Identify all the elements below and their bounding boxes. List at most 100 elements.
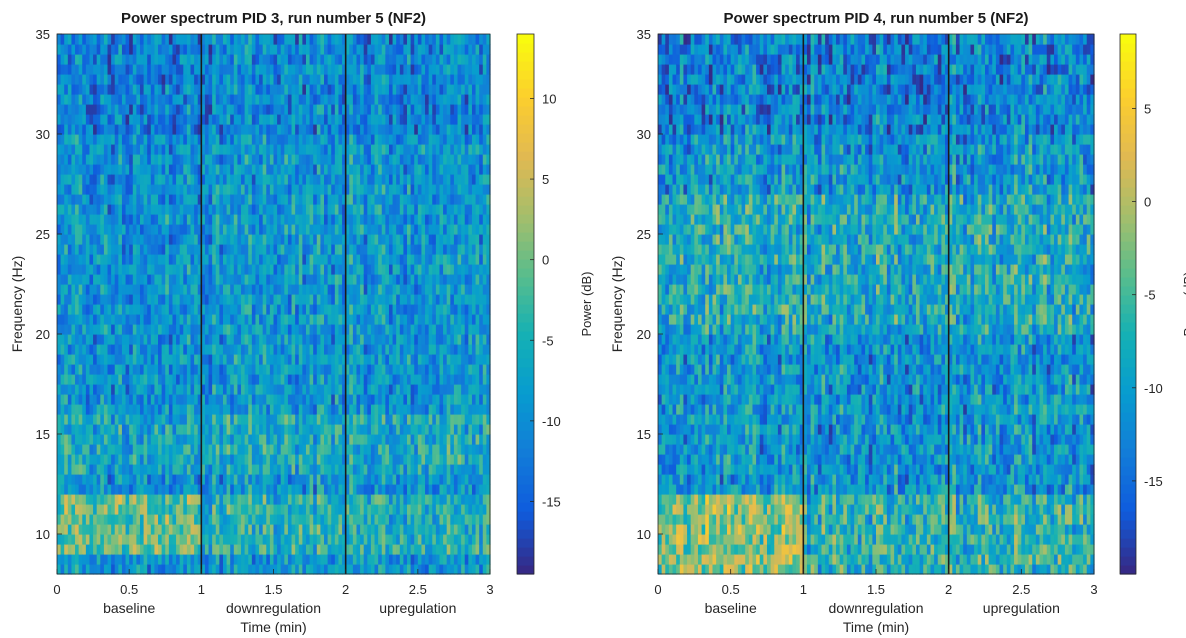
heatmap-cell [266, 564, 271, 575]
heatmap-cell [60, 94, 65, 105]
heatmap-cell [89, 444, 94, 455]
heatmap-cell [114, 564, 119, 575]
heatmap-cell [93, 504, 98, 515]
heatmap-cell [212, 174, 217, 185]
heatmap-cell [262, 344, 267, 355]
heatmap-cell [327, 324, 332, 335]
heatmap-cell [125, 424, 130, 435]
heatmap-cell [78, 364, 83, 375]
heatmap-cell [345, 44, 350, 55]
heatmap-cell [132, 524, 137, 535]
heatmap-cell [89, 304, 94, 315]
heatmap-cell [129, 274, 134, 285]
heatmap-cell [313, 324, 318, 335]
heatmap-cell [118, 34, 123, 45]
heatmap-cell [352, 214, 358, 225]
heatmap-cell [125, 224, 130, 235]
heatmap-cell [269, 274, 275, 285]
heatmap-cell [378, 474, 383, 485]
heatmap-cell [324, 144, 329, 155]
heatmap-cell [118, 524, 123, 535]
heatmap-cell [118, 364, 123, 375]
heatmap-cell [219, 84, 224, 95]
heatmap-cell [262, 384, 267, 395]
heatmap-cell [342, 454, 347, 465]
heatmap-cell [215, 544, 220, 555]
heatmap-cell [385, 234, 390, 245]
heatmap-cell [316, 184, 322, 195]
heatmap-cell [89, 244, 94, 255]
heatmap-cell [352, 424, 358, 435]
heatmap-cell [158, 224, 163, 235]
heatmap-cell [60, 54, 65, 65]
heatmap-cell [67, 484, 73, 495]
heatmap-cell [129, 354, 134, 365]
heatmap-cell [186, 564, 192, 575]
heatmap-cell [82, 544, 87, 555]
heatmap-cell [67, 224, 73, 235]
heatmap-cell [114, 504, 119, 515]
heatmap-cell [197, 254, 202, 265]
heatmap-cell [168, 54, 174, 65]
heatmap-cell [114, 444, 119, 455]
heatmap-cell [125, 84, 130, 95]
heatmap-cell [244, 104, 249, 115]
heatmap-cell [342, 444, 347, 455]
heatmap-cell [367, 74, 372, 85]
heatmap-cell [111, 434, 116, 445]
heatmap-cell [194, 154, 199, 165]
heatmap-cell [334, 144, 340, 155]
heatmap-cell [313, 184, 318, 195]
heatmap-cell [183, 264, 188, 275]
heatmap-cell [327, 314, 332, 325]
heatmap-cell [237, 274, 242, 285]
heatmap-cell [75, 64, 80, 75]
heatmap-cell [331, 404, 336, 415]
heatmap-cell [158, 124, 163, 135]
heatmap-cell [219, 194, 224, 205]
heatmap-cell [356, 414, 361, 425]
heatmap-cell [287, 254, 293, 265]
heatmap-cell [266, 454, 271, 465]
heatmap-cell [194, 204, 199, 215]
heatmap-cell [179, 74, 184, 85]
heatmap-cell [309, 464, 314, 475]
heatmap-cell [60, 314, 65, 325]
heatmap-cell [255, 414, 260, 425]
heatmap-cell [320, 174, 325, 185]
heatmap-cell [378, 84, 383, 95]
heatmap-cell [284, 174, 289, 185]
heatmap-cell [100, 184, 105, 195]
heatmap-cell [179, 234, 184, 245]
heatmap-cell [266, 184, 271, 195]
heatmap-cell [338, 184, 343, 195]
heatmap-cell [111, 564, 116, 575]
heatmap-cell [85, 304, 91, 315]
heatmap-cell [204, 264, 210, 275]
heatmap-cell [233, 254, 239, 265]
heatmap-cell [360, 454, 365, 465]
heatmap-cell [334, 134, 340, 145]
heatmap-cell [298, 144, 303, 155]
heatmap-cell [186, 64, 192, 75]
heatmap-cell [215, 214, 220, 225]
heatmap-cell [385, 494, 390, 505]
heatmap-cell [374, 474, 379, 485]
heatmap-cell [168, 94, 174, 105]
heatmap-cell [93, 64, 98, 75]
heatmap-cell [161, 284, 166, 295]
heatmap-cell [168, 354, 174, 365]
heatmap-cell [374, 434, 379, 445]
heatmap-cell [100, 324, 105, 335]
heatmap-cell [222, 514, 228, 525]
heatmap-cell [150, 64, 156, 75]
heatmap-cell [103, 164, 109, 175]
heatmap-cell [316, 84, 322, 95]
heatmap-cell [320, 414, 325, 425]
heatmap-cell [197, 374, 202, 385]
heatmap-cell [71, 354, 76, 365]
heatmap-cell [360, 234, 365, 245]
heatmap-cell [334, 214, 340, 225]
heatmap-cell [302, 444, 307, 455]
heatmap-cell [269, 494, 275, 505]
